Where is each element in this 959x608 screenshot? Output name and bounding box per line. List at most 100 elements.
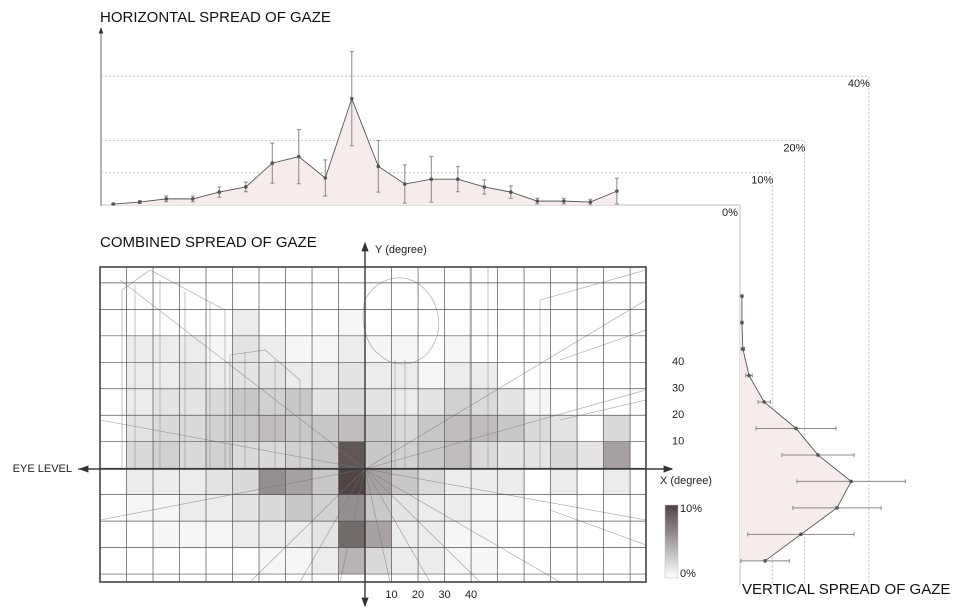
axes: 0% 10% 20% 40% 10 20 30 40 10 20 30 40 10% 0% [385,78,870,601]
heat-cell [603,282,631,310]
heat-cell [179,468,207,495]
heat-cell [259,362,286,389]
heat-cell [312,468,339,495]
heat-cell [444,415,472,442]
heat-cell [100,494,127,522]
point [816,453,820,457]
line [113,97,618,205]
heat-cell [603,415,631,442]
heat-cell [206,335,233,363]
heat-cell [179,335,207,363]
heat-cell [391,335,419,363]
y-axis-label: Y (degree) [375,244,427,256]
point [740,294,744,298]
heat-cell [603,441,631,469]
heat-cell [418,494,445,522]
heat-cell [153,494,180,522]
heat-cell [603,388,631,416]
heat-cell [471,309,498,336]
heat-cell [524,441,551,469]
heat-cell [497,309,525,336]
heat-cell [100,282,127,310]
heat-cell [550,362,578,389]
heat-cell [524,362,551,389]
heat-cell [100,388,127,416]
heat-cell [497,441,525,469]
heat-cell [259,468,286,495]
chart-title: VERTICAL SPREAD OF GAZE [742,581,950,598]
heat-cell [338,415,366,442]
heat-cell [179,282,207,310]
heat-cell [391,282,419,310]
heat-cell [100,547,127,575]
colorbar-label: 0% [680,568,696,580]
heat-cell [365,388,392,416]
point [323,176,328,180]
point [137,200,142,204]
heat-cell [153,547,180,575]
heat-cell [497,494,525,522]
heat-cell [206,547,233,575]
y-tick-label: 20 [672,409,684,421]
heat-cell [444,547,472,575]
heat-cell [179,494,207,522]
y-tick-label: 0% [722,207,738,219]
point [835,506,839,510]
heat-cell [206,521,233,548]
chart-title: HORIZONTAL SPREAD OF GAZE [100,9,331,26]
heat-cell [126,441,154,469]
heat-cell [232,415,260,442]
heat-cell [153,521,180,548]
heat-cell [497,415,525,442]
point [747,373,751,378]
area [113,98,617,205]
heat-cell [126,362,154,389]
heat-cell [312,415,339,442]
point [762,400,766,404]
heat-cell [285,335,313,363]
heat-cell [365,468,392,495]
heat-cell [126,335,154,363]
heat-cell [577,494,604,522]
heat-cell [179,441,207,469]
heat-cell [603,468,631,495]
heat-cell [391,547,419,575]
heat-cell [153,388,180,416]
point [270,161,275,165]
point [509,190,513,194]
point [164,197,169,201]
heat-cell [418,415,445,442]
heat-cell [391,468,419,495]
heat-cell [550,521,578,548]
y-tick-label: 40 [672,356,684,368]
y-tick-label: 30 [672,383,684,395]
heat-cell [312,441,339,469]
heat-cell [444,388,472,416]
heat-cell [365,282,392,310]
heat-cell [312,282,339,310]
heat-cell [550,494,578,522]
heat-cell [126,468,154,495]
heat-cell [338,282,366,310]
heat-cell [418,388,445,416]
heat-cell [126,282,154,310]
heat-cell [153,415,180,442]
heat-cell [524,309,551,336]
heat-cell [232,335,260,363]
heat-cell [577,441,604,469]
heat-cell [153,468,180,495]
x-tick-label: 30 [438,589,450,601]
heat-cell [259,309,286,336]
heat-cell [365,415,392,442]
point [799,532,803,537]
heat-cell [206,282,233,310]
heat-cell [179,415,207,442]
point [741,347,745,351]
heat-cell [338,309,366,336]
heat-cell [603,494,631,522]
heat-cell [497,335,525,363]
heat-cell [524,282,551,310]
heat-cell [471,335,498,363]
heat-cell [338,388,366,416]
